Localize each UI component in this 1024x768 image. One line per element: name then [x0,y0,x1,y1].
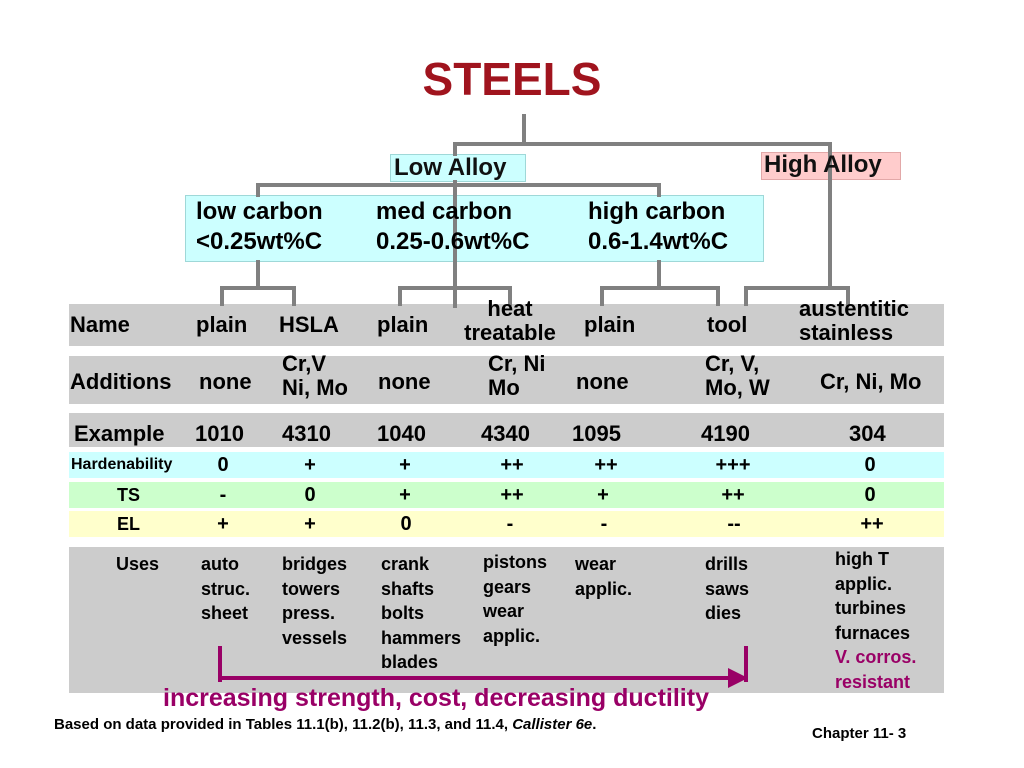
additions-cell: Cr, Ni Mo [488,351,546,400]
additions-cell: none [576,369,629,394]
uses-cell: auto struc. sheet [201,554,251,623]
uses-cell: drills saws dies [705,554,750,623]
hardenability-cell: 0 [217,454,229,476]
hardenability-cell: + [304,454,316,476]
hardenability-cell: ++ [594,454,618,476]
uses-cell: wear applic. [575,554,633,599]
additions-row [69,356,944,404]
ts-cell: ++ [721,484,745,506]
row-label-example: Example [74,421,165,446]
page-title: STEELS [422,53,602,105]
hardenability-cell: + [399,454,411,476]
row-label-additions: Additions [70,369,172,394]
additions-cell: Cr, V, Mo, W [705,351,770,400]
row-label-ts: TS [117,485,141,505]
ts-cell: + [597,484,609,506]
ts-cell: - [219,484,227,506]
hardenability-cell: ++ [500,454,524,476]
uses-cell: bridges towers press. vessels [282,554,348,648]
carbon-category-box [185,195,764,262]
el-cell: - [600,513,608,535]
additions-cell: Cr,V Ni, Mo [282,351,348,400]
name-cell: plain [377,312,429,337]
hardenability-cell: 0 [864,454,876,476]
example-cell: 4310 [282,421,331,446]
low-carbon-label: low carbon <0.25wt%C [196,198,323,255]
name-cell: austentitic stainless [799,296,910,345]
example-cell: 1040 [377,421,426,446]
uses-cell: pistons gears wear applic. [483,552,548,646]
ts-row [69,482,944,508]
hardenability-row [69,452,944,478]
el-cell: ++ [860,513,884,535]
arrow-head [728,668,748,688]
example-cell: 304 [849,421,886,446]
row-label-uses: Uses [116,554,160,574]
el-cell: + [217,513,229,535]
el-row [69,511,944,537]
name-cell: tool [707,312,748,337]
el-cell: - [506,513,514,535]
med-carbon-label: med carbon 0.25-0.6wt%C [376,198,530,255]
high-carbon-label: high carbon 0.6-1.4wt%C [588,198,729,255]
trend-label: increasing strength, cost, decreasing du… [163,684,709,712]
name-cell: heat treatable [464,296,556,345]
name-cell: HSLA [279,312,339,337]
row-label-hardenability: Hardenability [71,456,173,473]
ts-cell: + [399,484,411,506]
name-cell: plain [584,312,636,337]
hardenability-cell: +++ [715,454,751,476]
high-alloy-label: High Alloy [764,151,882,178]
low-alloy-label: Low Alloy [394,154,507,181]
name-cell: plain [196,312,248,337]
additions-cell: Cr, Ni, Mo [820,369,922,394]
ts-cell: 0 [864,484,876,506]
example-cell: 4190 [701,421,750,446]
uses-row [69,547,944,693]
ts-cell: 0 [304,484,316,506]
additions-cell: none [199,369,252,394]
el-cell: -- [727,513,741,535]
row-label-name: Name [70,312,130,337]
example-cell: 1095 [572,421,621,446]
example-cell: 4340 [481,421,530,446]
low-alloy-box [390,154,526,182]
example-row [69,413,944,447]
example-cell: 1010 [195,421,244,446]
el-cell: 0 [400,513,412,535]
chapter-label: Chapter 11- 3 [812,725,907,742]
footnote: Based on data provided in Tables 11.1(b)… [54,716,597,733]
uses-cell: crank shafts bolts hammers blades [381,554,462,672]
row-label-el: EL [117,514,141,534]
el-cell: + [304,513,316,535]
name-row [69,304,944,346]
ts-cell: ++ [500,484,524,506]
additions-cell: none [378,369,431,394]
